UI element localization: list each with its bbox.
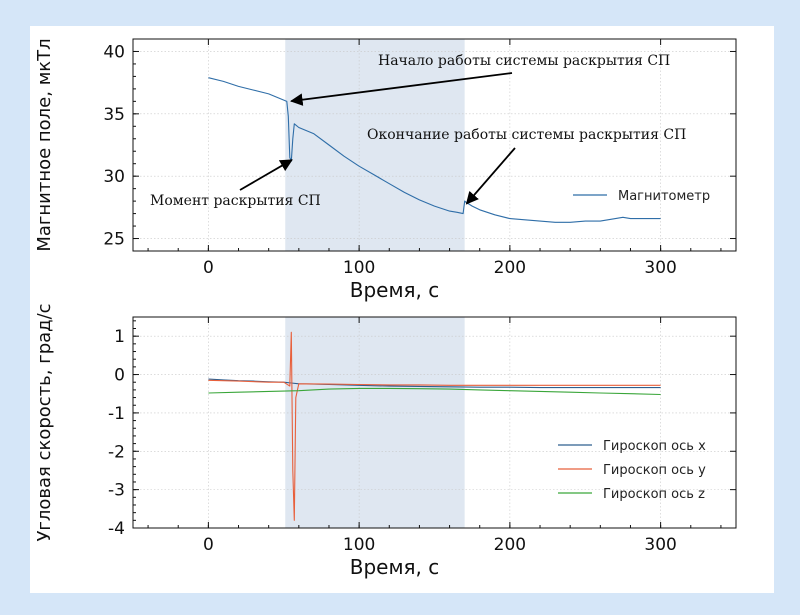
legend-label: Магнитометр bbox=[618, 189, 710, 204]
y-tick-label: -2 bbox=[108, 442, 125, 462]
y-tick-label: 0 bbox=[114, 366, 125, 386]
x-tick-label: 300 bbox=[644, 258, 676, 278]
x-axis-label: Время, с bbox=[350, 278, 440, 302]
y-axis-label: Магнитное поле, мкТл bbox=[34, 38, 55, 251]
annotation-arrow bbox=[290, 72, 513, 106]
series-line-1 bbox=[208, 77, 661, 223]
x-tick-label: 100 bbox=[343, 258, 375, 278]
annotation-text: Момент раскрытия СП bbox=[150, 193, 321, 209]
x-tick-label: 0 bbox=[203, 535, 214, 555]
annotation-arrow bbox=[239, 159, 293, 191]
x-tick-label: 300 bbox=[644, 535, 676, 555]
figure: 0 100 200 300 25 30 35 40 Время, с Магнитное поле… bbox=[30, 26, 774, 593]
x-tick-label: 100 bbox=[343, 535, 375, 555]
shaded-region bbox=[285, 317, 465, 528]
x-tick-label: 0 bbox=[203, 258, 214, 278]
y-tick-label: -4 bbox=[108, 519, 125, 539]
y-tick-label: -3 bbox=[108, 481, 125, 501]
x-tick-label: 200 bbox=[494, 258, 526, 278]
axes-frame bbox=[132, 316, 737, 529]
legend-label: Гироскоп ось z bbox=[603, 487, 705, 502]
series-group bbox=[208, 77, 661, 223]
annotation-text: Начало работы системы раскрытия СП bbox=[378, 53, 670, 69]
legend-label: Гироскоп ось y bbox=[603, 463, 706, 478]
y-tick-label: -1 bbox=[108, 404, 125, 424]
y-tick-label: 30 bbox=[103, 167, 125, 187]
chart-panel-1: 0 100 200 300 25 30 35 40 Время, с Магнитное поле… bbox=[34, 38, 737, 302]
axes-frame bbox=[132, 38, 737, 252]
y-tick-label: 25 bbox=[103, 230, 125, 250]
y-tick-label: 35 bbox=[103, 105, 125, 125]
chart-panel-2: 0 100 200 300 1 0 -1 -2 -3 -4 Время, с Угловая скор… bbox=[34, 303, 737, 579]
series-line-3 bbox=[208, 387, 661, 396]
shaded-region bbox=[285, 39, 465, 251]
annotation-arrow bbox=[465, 147, 516, 205]
x-axis-label: Время, с bbox=[350, 555, 440, 579]
legend-label: Гироскоп ось x bbox=[603, 439, 706, 454]
x-tick-label: 200 bbox=[494, 535, 526, 555]
series-group bbox=[208, 331, 661, 521]
annotation-text: Окончание работы системы раскрытия СП bbox=[367, 127, 686, 143]
series-line-2 bbox=[208, 331, 661, 521]
y-axis-label: Угловая скорость, град/с bbox=[34, 303, 55, 541]
y-tick-label: 40 bbox=[103, 42, 125, 62]
y-tick-label: 1 bbox=[114, 327, 125, 347]
